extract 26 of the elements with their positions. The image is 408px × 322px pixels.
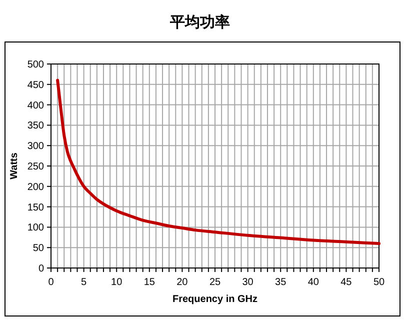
x-tick-label: 0 <box>48 277 54 288</box>
x-tick-label: 45 <box>340 277 352 288</box>
y-tick-label: 100 <box>27 222 44 234</box>
x-tick-label: 15 <box>144 277 156 288</box>
x-tick-label: 10 <box>111 277 123 288</box>
y-axis-title: Watts <box>9 152 20 180</box>
y-tick-label: 200 <box>27 182 44 193</box>
x-tick-label: 35 <box>275 277 287 288</box>
y-tick-label: 150 <box>27 202 44 214</box>
x-tick-label: 50 <box>373 277 385 288</box>
x-tick-label: 25 <box>209 277 221 288</box>
chart-title: 平均功率 <box>169 13 230 31</box>
y-tick-label: 250 <box>27 162 44 172</box>
line-series <box>56 78 380 246</box>
y-tick-label: 0 <box>38 264 44 274</box>
x-axis-title: Frequency in GHz <box>172 294 258 305</box>
x-tick-label: 5 <box>81 277 88 288</box>
y-tick-label: 300 <box>27 141 44 152</box>
x-tick-label: 30 <box>242 277 254 288</box>
y-tick-label: 400 <box>27 100 44 112</box>
y-tick-label: 350 <box>27 120 44 132</box>
y-tick-label: 500 <box>27 60 44 70</box>
y-tick-label: 450 <box>27 80 44 91</box>
x-tick-label: 40 <box>308 277 320 288</box>
y-tick-label: 50 <box>32 243 44 254</box>
x-tick-label: 20 <box>176 277 188 288</box>
